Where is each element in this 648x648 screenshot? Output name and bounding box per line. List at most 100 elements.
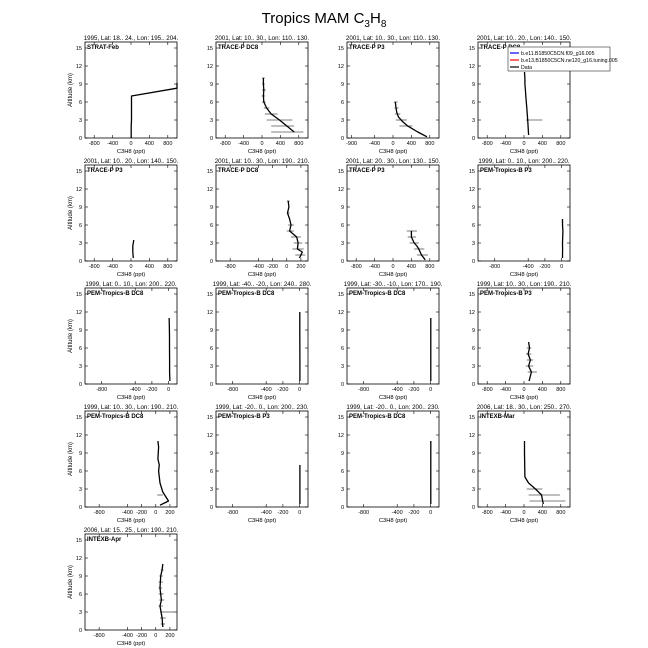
x-tick-label: -400 [107, 264, 118, 270]
y-tick-label: 9 [472, 205, 475, 211]
x-axis-label: C3H8 (ppt) [117, 149, 145, 155]
panel-campaign: TRACE-P DC8 [218, 168, 259, 174]
y-tick-label: 6 [341, 469, 344, 475]
x-tick-label: -400 [392, 510, 403, 516]
panel-campaign: PEM-Tropics-B DC8 [87, 414, 144, 420]
panel-5: 2001, Lat: 10.. 20., Lon: 140.. 150. TRAC… [68, 158, 179, 278]
x-tick-label: -800 [94, 633, 105, 639]
y-tick-label: 9 [341, 451, 344, 457]
panel-4: 2001, Lat: 10.. 20., Lon: 140.. 150. TRAC… [469, 35, 618, 155]
x-tick-label: -400 [253, 264, 264, 270]
y-tick-label: 12 [469, 310, 475, 316]
x-tick-label: -200 [408, 510, 419, 516]
y-tick-label: 3 [79, 118, 82, 124]
x-tick-label: -200 [408, 387, 419, 393]
x-tick-label: -400 [500, 387, 511, 393]
y-tick-label: 9 [79, 205, 82, 211]
y-tick-label: 3 [472, 241, 475, 247]
panel-16: 2006, Lat: 18.. 30., Lon: 250.. 270. INTE… [469, 404, 572, 524]
panel-frame [84, 410, 178, 508]
panel-frame [477, 164, 571, 262]
y-tick-label: 3 [210, 364, 213, 370]
x-tick-label: -800 [227, 510, 238, 516]
data-line [132, 239, 135, 259]
y-tick-label: 0 [79, 382, 82, 388]
panel-campaign: PEM-Tropics-B DC8 [218, 291, 275, 297]
data-line [159, 563, 164, 628]
y-tick-label: 6 [341, 346, 344, 352]
y-axis-label: Altitude (km) [68, 73, 74, 107]
x-tick-label: 800 [163, 264, 172, 270]
panel-header: 2001, Lat: 10.. 20., Lon: 140.. 150. [84, 158, 179, 165]
y-tick-label: 0 [472, 136, 475, 142]
y-tick-label: 6 [472, 469, 475, 475]
x-tick-label: -200 [277, 510, 288, 516]
panel-frame [346, 41, 440, 139]
panel-8: 1999, Lat: 0.. 10., Lon: 200.. 220. PEM-T… [469, 158, 571, 278]
x-tick-label: 400 [538, 387, 547, 393]
panel-header: 1999, Lat: -40.. -20., Lon: 240.. 280. [213, 281, 312, 288]
panel-header: 1999, Lat: -20.. 0., Lon: 200.. 230. [215, 404, 309, 411]
x-axis-label: C3H8 (ppt) [117, 641, 145, 647]
panel-header: 2001, Lat: 10.. 30., Lon: 190.. 210. [215, 158, 310, 165]
data-line [410, 231, 426, 261]
x-axis-label: C3H8 (ppt) [248, 518, 276, 524]
y-tick-label: 9 [79, 451, 82, 457]
x-tick-label: -400 [122, 633, 133, 639]
x-axis-label: C3H8 (ppt) [510, 518, 538, 524]
y-tick-label: 12 [76, 187, 82, 193]
panel-12: 1999, Lat: 10.. 30., Lon: 190.. 210. PEM-… [469, 281, 572, 401]
y-tick-label: 0 [79, 505, 82, 511]
x-tick-label: -900 [346, 141, 357, 147]
y-tick-label: 0 [472, 505, 475, 511]
y-tick-label: 15 [207, 169, 213, 175]
panel-campaign: STRAT-Feb [87, 45, 119, 51]
y-tick-label: 3 [341, 118, 344, 124]
data-line [527, 341, 533, 382]
x-axis-label: C3H8 (ppt) [248, 272, 276, 278]
x-tick-label: -800 [225, 264, 236, 270]
y-tick-label: 3 [79, 487, 82, 493]
y-tick-label: 15 [338, 169, 344, 175]
x-tick-label: 400 [145, 264, 154, 270]
y-tick-label: 6 [79, 223, 82, 229]
panel-header: 1999, Lat: -30.. -10., Lon: 170.. 190. [344, 281, 443, 288]
x-tick-label: 0 [391, 141, 394, 147]
x-axis-label: C3H8 (ppt) [117, 272, 145, 278]
panel-campaign: TRACE-P P3 [349, 45, 385, 51]
panel-header: 2006, Lat: 18.. 30., Lon: 250.. 270. [477, 404, 572, 411]
panel-14: 1999, Lat: -20.. 0., Lon: 200.. 230. PEM-… [207, 404, 309, 524]
y-tick-label: 15 [469, 46, 475, 52]
x-tick-label: -800 [482, 387, 493, 393]
x-tick-label: 800 [556, 141, 565, 147]
title-sub8: 8 [381, 19, 387, 30]
panel-frame [84, 164, 178, 262]
x-tick-label: 400 [145, 141, 154, 147]
x-tick-label: 0 [298, 387, 301, 393]
x-tick-label: -800 [89, 141, 100, 147]
y-tick-label: 6 [79, 592, 82, 598]
y-tick-label: 12 [207, 433, 213, 439]
y-tick-label: 3 [210, 241, 213, 247]
panel-1: 1995, Lat: 18.. 24., Lon: 195.. 204. STRA… [68, 35, 179, 155]
x-tick-label: -800 [96, 387, 107, 393]
panel-campaign: PEM-Tropics-B DC8 [349, 291, 406, 297]
x-tick-label: -800 [89, 264, 100, 270]
x-tick-label: 400 [407, 264, 416, 270]
data-line [262, 78, 295, 133]
x-tick-label: -800 [358, 387, 369, 393]
y-tick-label: 6 [341, 100, 344, 106]
panel-2: 2001, Lat: 10.. 30., Lon: 110.. 130. TRAC… [207, 35, 309, 155]
y-tick-label: 3 [210, 487, 213, 493]
x-tick-label: -800 [482, 510, 493, 516]
y-tick-label: 0 [79, 136, 82, 142]
x-tick-label: -800 [489, 264, 500, 270]
x-tick-label: -400 [369, 264, 380, 270]
data-line [394, 101, 428, 138]
x-tick-label: 200 [165, 510, 174, 516]
y-tick-label: 3 [210, 118, 213, 124]
x-tick-label: -800 [94, 510, 105, 516]
y-tick-label: 3 [341, 364, 344, 370]
y-tick-label: 15 [469, 292, 475, 298]
y-tick-label: 3 [79, 241, 82, 247]
